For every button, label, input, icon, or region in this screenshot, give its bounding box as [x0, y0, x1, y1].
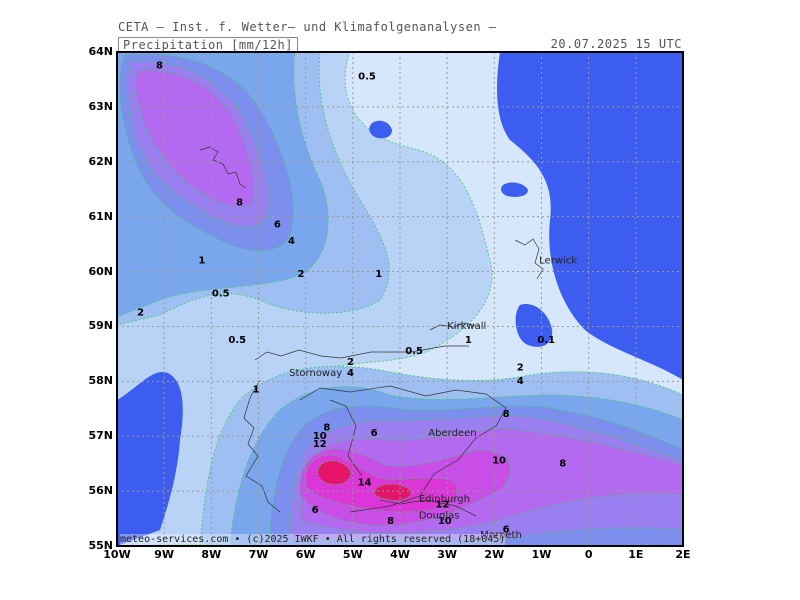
city-label: Lerwick: [539, 255, 577, 266]
city-labels: Lerwick Kirkwall Stornoway Aberdeen Edinburg…: [289, 255, 577, 540]
contour-label: 2: [137, 307, 144, 318]
contour-label: 14: [358, 478, 372, 489]
map-frame: [116, 51, 684, 547]
city-label: Douglas: [419, 511, 460, 522]
ireland-landmask: [117, 371, 183, 546]
lon-tick-label: 8W: [201, 548, 222, 561]
contour-label: 1: [375, 269, 382, 280]
contour-label: 2: [297, 269, 304, 280]
contour-label: 6: [274, 220, 281, 231]
precip-area-14-b: [373, 483, 412, 501]
lon-tick-label: 5W: [342, 548, 363, 561]
lon-tick-label: 1W: [531, 548, 552, 561]
city-label: Aberdeen: [428, 428, 476, 439]
contour-label: 10: [492, 456, 506, 467]
lat-tick-label: 63N: [88, 99, 113, 113]
lon-tick-label: 10W: [103, 548, 131, 561]
contour-label: 0.1: [537, 335, 555, 346]
city-label: Morpeth: [480, 530, 522, 541]
lat-tick-label: 57N: [88, 429, 113, 443]
contour-label: 8: [503, 409, 510, 420]
faroe-landmask: [369, 120, 392, 139]
island-landmask: [501, 182, 528, 197]
lat-tick-label: 55N: [88, 539, 113, 552]
valid-time: 20.07.2025 15 UTC: [550, 37, 682, 51]
lon-tick-label: 4W: [390, 548, 410, 561]
lat-tick-label: 62N: [88, 154, 113, 168]
chart-title: CETA — Inst. f. Wetter— und Klimafolgena…: [118, 20, 497, 34]
lon-tick-label: 1E: [628, 548, 644, 561]
contour-label: 0.5: [212, 288, 230, 299]
lat-tick-label: 56N: [88, 484, 113, 498]
norway-landmask: [497, 52, 683, 380]
contour-label: 8: [156, 60, 163, 71]
contour-label: 4: [288, 236, 295, 247]
lon-tick-label: 9W: [154, 548, 175, 561]
contour-label: 4: [517, 376, 524, 387]
city-label: Stornoway: [289, 368, 342, 379]
lat-tick-label: 60N: [88, 264, 113, 278]
lon-tick-label: 3W: [437, 548, 458, 561]
contour-label: 2: [517, 362, 524, 373]
lat-tick-label: 58N: [88, 374, 113, 388]
contour-label: 8: [323, 423, 330, 434]
contour-label: 6: [371, 428, 378, 439]
contour-label: 8: [559, 458, 566, 469]
contour-label: 8: [387, 516, 394, 527]
parameter-label: Precipitation [mm/12h]: [118, 37, 298, 52]
contour-label: 1: [253, 384, 260, 395]
contour-label: 0.5: [405, 346, 423, 357]
contour-label: 0.5: [358, 71, 376, 82]
contour-label: 6: [503, 524, 510, 535]
contour-label: 6: [312, 505, 319, 516]
contour-label: 1: [465, 335, 472, 346]
precip-area-14: [317, 460, 351, 485]
lat-tick-label: 64N: [88, 45, 113, 58]
contour-label: 1: [198, 255, 205, 266]
contour-label: 8: [236, 198, 243, 209]
lon-tick-label: 2E: [675, 548, 691, 561]
contour-label: 12: [435, 500, 449, 511]
lat-lon-grid: [117, 52, 683, 546]
lon-tick-label: 6W: [295, 548, 316, 561]
contour-label: 10: [313, 431, 327, 442]
precip-area-8: [135, 69, 255, 208]
contour-label: 10: [438, 516, 452, 527]
city-label: Kirkwall: [447, 321, 486, 332]
shetland-landmask: [515, 304, 553, 347]
contour-label: 12: [313, 439, 327, 450]
contour-label: 4: [347, 368, 354, 379]
lon-tick-label: 7W: [248, 548, 269, 561]
contour-label: 0.5: [228, 335, 246, 346]
lon-tick-label: 0: [584, 548, 593, 561]
lat-tick-label: 59N: [88, 319, 113, 333]
city-label: Edinburgh: [419, 494, 470, 505]
copyright-notice: meteo-services.com • (c)2025 IWKF • All …: [120, 534, 506, 545]
contour-label: 2: [347, 357, 354, 368]
lat-tick-label: 61N: [88, 209, 113, 223]
lon-tick-label: 2W: [484, 548, 505, 561]
